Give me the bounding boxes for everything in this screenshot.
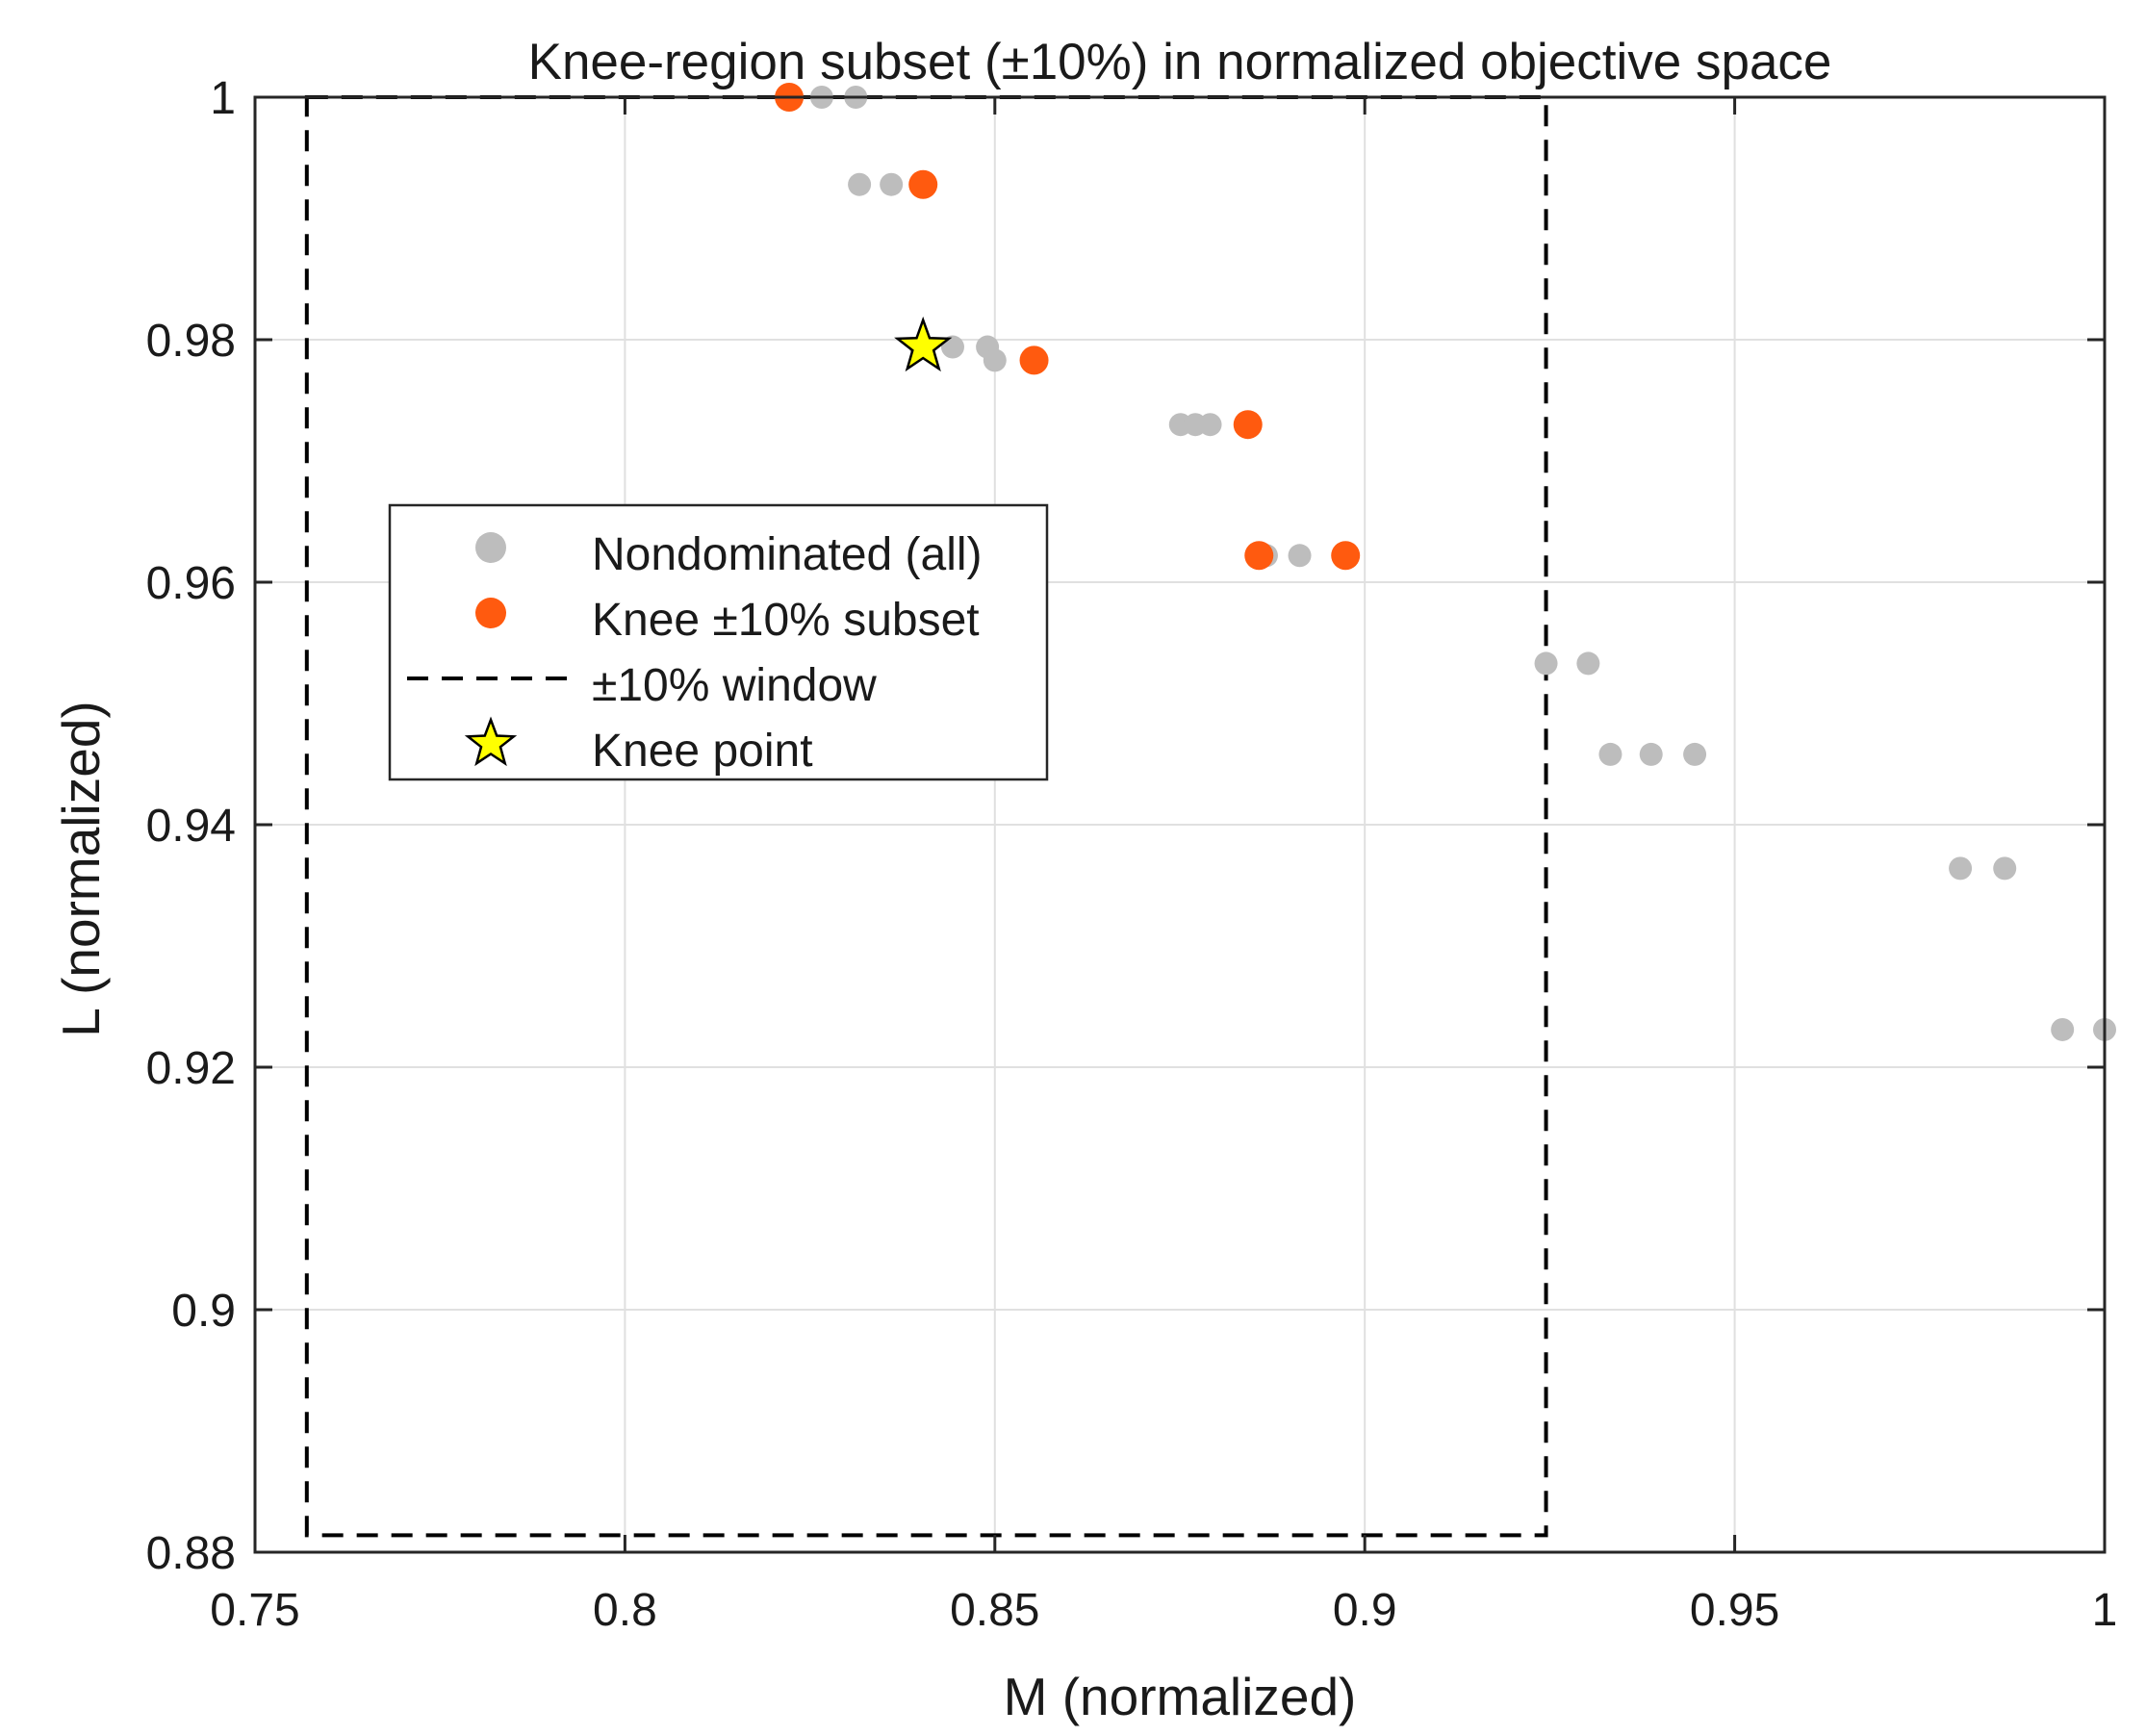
x-tick-label: 1 xyxy=(2092,1585,2118,1636)
y-tick-label: 0.98 xyxy=(146,316,236,367)
x-tick-label: 0.85 xyxy=(950,1585,1039,1636)
nondominated-point xyxy=(1534,651,1558,676)
knee-subset-point xyxy=(908,169,938,199)
x-axis-label: M (normalized) xyxy=(1004,1667,1357,1726)
y-tick-label: 0.94 xyxy=(146,801,236,852)
y-tick-label: 0.88 xyxy=(146,1528,236,1579)
knee-subset-point xyxy=(1331,541,1361,571)
nondominated-point xyxy=(1949,856,1973,881)
y-axis-label: L (normalized) xyxy=(51,701,111,1036)
nondominated-point xyxy=(848,172,872,196)
legend-label: ±10% window xyxy=(592,660,877,711)
knee-subset-point xyxy=(1233,410,1263,440)
x-tick-label: 0.75 xyxy=(210,1585,299,1636)
legend-marker-knee-subset xyxy=(475,598,506,628)
legend: Nondominated (all) Knee ±10% subset ±10% w… xyxy=(388,503,1049,781)
nondominated-point xyxy=(1198,413,1222,437)
axes: 0.75 0.8 0.85 0.9 0.95 1 0.88 0.9 0.92 0.94 0.96 0.… xyxy=(146,73,2118,1636)
window-layer xyxy=(304,95,1548,1538)
x-tick-label: 0.8 xyxy=(593,1585,657,1636)
knee-subset-point xyxy=(1244,541,1274,571)
knee-subset-point xyxy=(1019,345,1049,375)
y-tick-label: 0.9 xyxy=(171,1286,236,1337)
legend-label: Knee point xyxy=(592,726,813,777)
nondominated-point xyxy=(2051,1017,2075,1041)
legend-marker-knee-point xyxy=(464,716,518,767)
y-tick-label: 0.96 xyxy=(146,558,236,609)
y-tick-label: 0.92 xyxy=(146,1043,236,1094)
nondominated-point xyxy=(983,348,1007,372)
nondominated-point xyxy=(1993,856,2017,881)
nondominated-point xyxy=(1598,742,1622,766)
window-rectangle xyxy=(304,95,1548,1538)
legend-label: Nondominated (all) xyxy=(592,529,983,580)
y-tick-label: 1 xyxy=(210,73,236,124)
legend-label: Knee ±10% subset xyxy=(592,595,980,646)
chart-title: Knee-region subset (±10%) in normalized … xyxy=(528,34,1832,90)
nondominated-point xyxy=(1288,544,1312,568)
knee-point-star xyxy=(894,316,953,372)
nondominated-point xyxy=(1639,742,1663,766)
nondominated-point xyxy=(1683,742,1707,766)
x-tick-label: 0.95 xyxy=(1690,1585,1779,1636)
nondominated-point xyxy=(880,172,904,196)
x-tick-label: 0.9 xyxy=(1333,1585,1397,1636)
nondominated-point xyxy=(1576,651,1600,676)
legend-marker-nondominated xyxy=(475,532,506,563)
